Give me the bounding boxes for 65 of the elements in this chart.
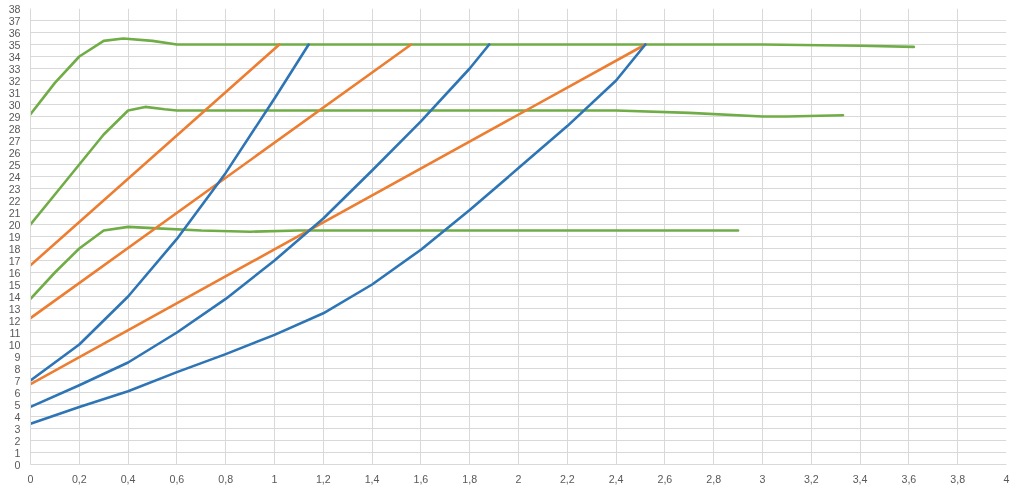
y-tick-label: 20 [8,218,21,231]
y-tick-label: 11 [9,326,21,339]
y-tick-label: 8 [14,362,21,375]
y-tick-label: 21 [8,206,21,219]
y-tick-label: 33 [8,62,21,75]
y-tick-label: 16 [8,266,21,279]
x-tick-label: 3,4 [852,472,868,485]
line-series [30,225,740,301]
y-tick-label: 17 [8,254,21,267]
y-tick-label: 1 [14,446,21,459]
y-tick-label: 31 [8,86,21,99]
x-tick-label: 2,8 [706,472,722,485]
y-tick-label: 14 [8,290,21,303]
y-tick-label: 15 [8,278,21,291]
y-tick-label: 35 [8,38,21,51]
x-tick-label: 1,6 [413,472,429,485]
y-tick-label: 24 [8,170,21,183]
x-tick-label: 2,6 [657,472,673,485]
x-tick-label: 2 [515,472,522,485]
x-tick-label: 3,8 [950,472,966,485]
x-tick-label: 0,6 [169,472,185,485]
y-tick-label: 0 [14,458,21,471]
y-tick-label: 7 [14,374,21,387]
y-tick-label: 27 [8,134,21,147]
x-tick-label: 0,4 [120,472,136,485]
y-tick-label: 4 [14,410,21,423]
y-tick-label: 22 [8,194,21,207]
x-tick-label: 0 [27,472,34,485]
y-tick-label: 18 [8,242,21,255]
x-tick-label: 1,4 [364,472,380,485]
x-tick-label: 0,8 [218,472,234,485]
x-tick-label: 2,2 [559,472,575,485]
x-tick-label: 2,4 [608,472,624,485]
x-tick-label: 1 [271,472,278,485]
line-series [30,43,310,382]
x-tick-label: 4 [1003,472,1010,485]
y-tick-label: 2 [14,434,21,447]
y-tick-label: 32 [8,74,21,87]
y-tick-label: 10 [8,338,21,351]
y-tick-label: 6 [14,386,21,399]
y-tick-label: 29 [8,110,21,123]
x-tick-label: 3,6 [901,472,917,485]
y-tick-label: 25 [8,158,21,171]
y-tick-label: 3 [14,422,21,435]
y-tick-label: 9 [14,350,21,363]
y-tick-label: 12 [8,314,21,327]
y-tick-label: 37 [8,14,21,27]
y-tick-label: 36 [8,26,21,39]
y-tick-label: 26 [8,146,21,159]
y-tick-label: 38 [8,2,21,15]
y-tick-label: 30 [8,98,21,111]
x-tick-label: 3,2 [803,472,819,485]
y-tick-label: 13 [8,302,21,315]
line-series [30,37,916,116]
x-tick-label: 1,2 [315,472,331,485]
line-series [30,105,845,226]
x-tick-label: 0,2 [71,472,87,485]
y-tick-label: 5 [14,398,21,411]
y-tick-label: 19 [8,230,21,243]
y-tick-label: 28 [8,122,21,135]
line-series [30,43,491,409]
y-tick-label: 34 [8,50,21,63]
y-tick-label: 23 [8,182,21,195]
x-tick-label: 1,8 [462,472,478,485]
x-tick-label: 3 [759,472,766,485]
